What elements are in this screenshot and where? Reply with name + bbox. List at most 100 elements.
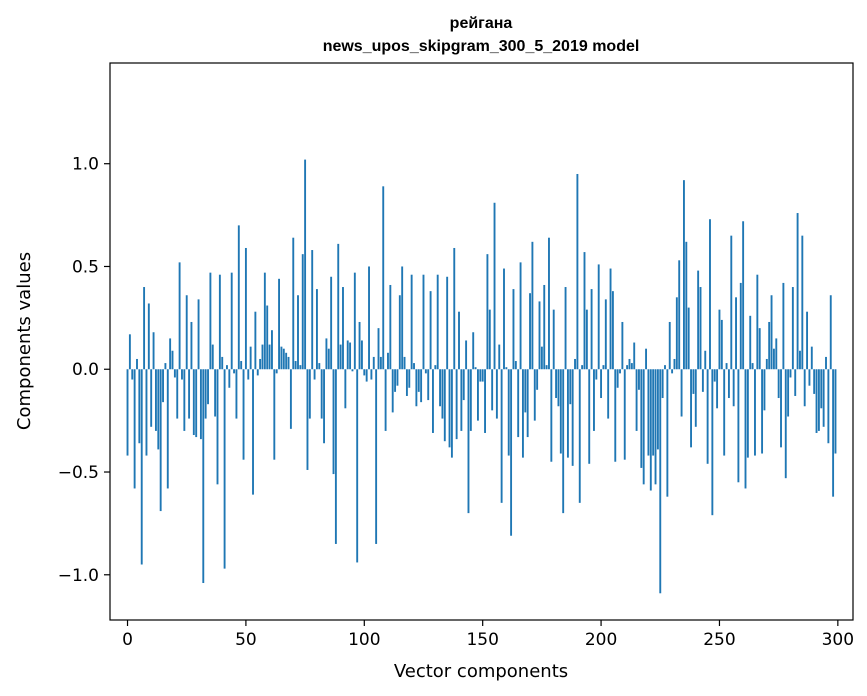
bar [765,358,768,370]
bar [301,254,304,370]
bar [652,369,655,456]
bar [242,369,245,460]
bar [247,369,250,380]
bar [772,348,775,370]
bar [469,369,472,431]
bar [791,287,794,370]
bar [761,369,764,454]
bar [176,369,179,419]
bar [271,330,273,370]
bar [131,369,134,380]
bar [543,284,546,370]
bar [725,363,728,370]
bar [474,367,477,370]
bar [216,369,219,485]
bar [538,301,541,370]
bar [685,241,688,370]
bar [604,299,607,370]
bar [659,369,662,594]
bar [465,340,468,370]
bar [763,369,766,411]
bar [611,291,614,370]
bar [557,369,560,407]
bar [727,369,730,399]
bar [275,369,278,374]
bar [256,369,259,376]
bar [429,291,432,370]
bar [197,299,200,370]
bar [512,289,515,370]
y-axis-label: Components values [14,252,35,430]
x-axis-ticks: 0 50 100 150 200 250 300 [122,620,854,650]
bar [697,270,700,370]
bar [154,369,157,431]
bar [325,338,328,370]
bar [517,369,520,438]
bar [692,369,695,394]
bar [450,369,453,458]
bar [675,297,678,370]
bar [777,369,780,399]
bar [718,309,721,370]
bar [353,272,356,370]
bar [223,369,226,569]
bar [337,243,340,370]
bar [368,266,370,370]
bar [304,159,307,370]
bar [751,363,754,370]
x-tick-label: 100 [348,630,380,650]
bar [827,369,830,444]
bar [169,338,172,370]
bar [671,369,674,374]
bar [183,369,186,431]
bar [145,369,148,456]
bar [140,369,143,565]
bar [756,274,759,370]
bar [356,369,359,563]
bar [382,186,385,370]
bar [507,369,510,456]
bar [211,344,214,370]
bar [628,358,631,370]
bar [181,369,183,380]
bar [690,369,692,448]
bar [339,344,342,370]
bar [372,356,375,370]
bar [571,369,574,466]
bar [268,344,271,370]
bar [147,303,150,370]
bar [152,332,155,370]
bar [237,225,240,370]
bar [128,334,131,370]
bar [218,274,221,370]
bar [363,369,366,376]
bar [171,350,174,370]
bar [834,369,837,454]
bar [460,369,463,431]
bar [609,268,612,370]
bar [775,338,778,370]
bar [173,369,176,378]
bar [789,369,792,378]
bar [432,369,434,433]
bar [349,342,352,370]
bar [263,272,266,370]
bar [192,369,195,436]
bar [600,369,603,399]
bar [787,369,790,417]
bar [623,369,626,460]
bar [467,369,470,514]
bar [595,369,598,380]
bar [330,276,333,370]
bar [143,287,146,370]
bar [505,367,508,370]
bar [235,369,238,419]
bar [619,369,621,374]
bar [479,369,482,382]
bar [680,369,683,417]
bar [346,340,349,370]
bar [616,369,619,388]
bar [318,363,321,370]
bar [387,352,389,370]
bar [630,363,633,370]
